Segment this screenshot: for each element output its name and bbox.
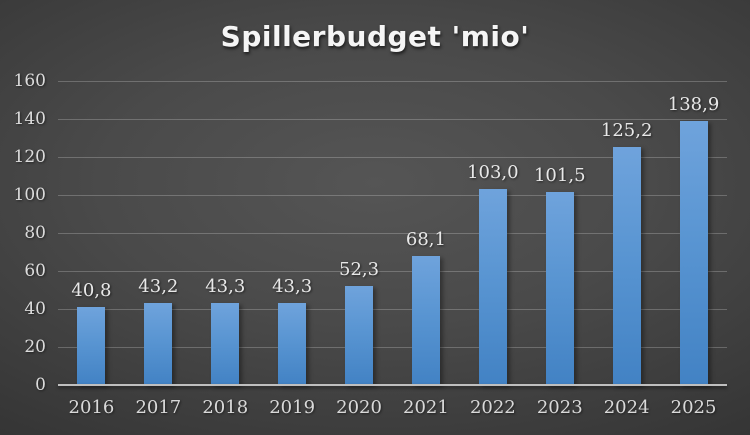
data-label-2020: 52,3 bbox=[339, 258, 380, 280]
y-tick-label: 100 bbox=[13, 185, 46, 205]
data-label-2017: 43,2 bbox=[138, 275, 179, 297]
gridline-y-160 bbox=[58, 81, 727, 82]
bar-2025 bbox=[679, 121, 708, 385]
data-label-2016: 40,8 bbox=[71, 280, 112, 302]
data-label-2023: 101,5 bbox=[533, 165, 586, 187]
bar-2022 bbox=[478, 189, 507, 385]
data-label-2022: 103,0 bbox=[467, 162, 519, 184]
y-tick-label: 60 bbox=[24, 261, 46, 281]
gridline-y-140 bbox=[58, 119, 727, 120]
x-tick-label-2016: 2016 bbox=[68, 397, 115, 418]
data-label-2021: 68,1 bbox=[405, 228, 446, 250]
bar-2020 bbox=[345, 285, 374, 385]
y-tick-label: 20 bbox=[24, 337, 46, 357]
x-tick-label-2023: 2023 bbox=[536, 397, 583, 418]
bar-2018 bbox=[211, 302, 240, 385]
data-label-2025: 138,9 bbox=[667, 94, 720, 116]
bar-2024 bbox=[612, 147, 641, 385]
gridline-y-120 bbox=[58, 157, 727, 158]
data-label-2024: 125,2 bbox=[600, 120, 653, 142]
gridline-y-80 bbox=[58, 233, 727, 234]
data-label-2018: 43,3 bbox=[205, 275, 246, 297]
data-label-2019: 43,3 bbox=[272, 275, 313, 297]
y-tick-label: 40 bbox=[24, 299, 46, 319]
chart-title: Spillerbudget 'mio' bbox=[220, 20, 530, 53]
y-tick-label: 120 bbox=[13, 147, 46, 167]
bar-2023 bbox=[545, 192, 574, 385]
x-axis-line bbox=[58, 384, 727, 386]
y-tick-label: 140 bbox=[13, 109, 46, 129]
gridline-y-20 bbox=[58, 347, 727, 348]
y-tick-label: 0 bbox=[35, 375, 46, 395]
x-tick-label-2021: 2021 bbox=[403, 397, 449, 418]
gridline-y-100 bbox=[58, 195, 727, 196]
x-tick-label-2025: 2025 bbox=[670, 397, 717, 418]
bar-2016 bbox=[77, 307, 106, 385]
x-tick-label-2017: 2017 bbox=[135, 397, 182, 418]
plot-area: 0 20 40 60 80 100 120 140 160 40,8 43,2 43,3 43,3 52… bbox=[14, 71, 727, 418]
bar-2019 bbox=[278, 302, 307, 385]
x-tick-label-2019: 2019 bbox=[269, 397, 316, 418]
y-tick-label: 80 bbox=[24, 223, 46, 243]
x-tick-label-2022: 2022 bbox=[469, 397, 516, 418]
gridline-y-60 bbox=[58, 271, 727, 272]
bar-2017 bbox=[144, 302, 173, 385]
x-tick-label-2024: 2024 bbox=[603, 397, 650, 418]
x-tick-label-2018: 2018 bbox=[202, 397, 249, 418]
y-tick-label: 160 bbox=[13, 71, 46, 91]
gridline-y-40 bbox=[58, 309, 727, 310]
x-tick-label-2020: 2020 bbox=[336, 397, 382, 418]
bar-2021 bbox=[411, 255, 440, 385]
